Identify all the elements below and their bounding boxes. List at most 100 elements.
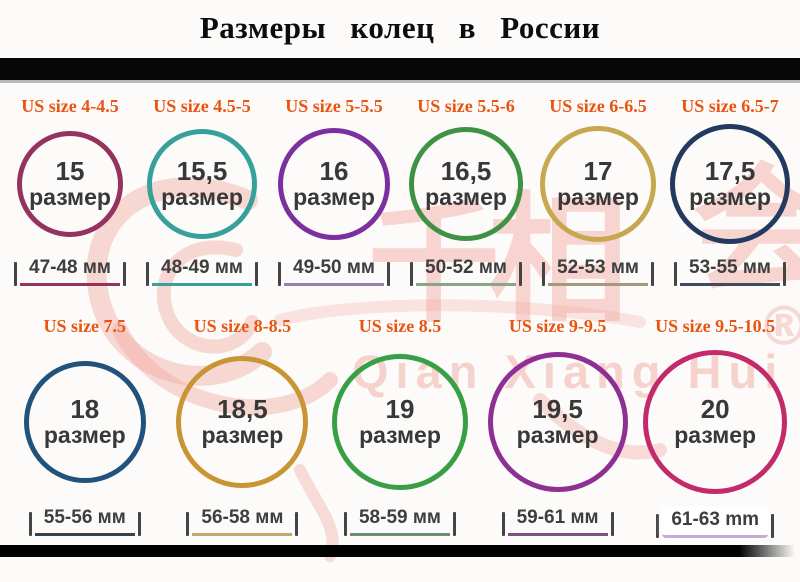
us-size-label: US size 9.5-10.5 [655,316,776,336]
mm-range: 55-56 мм [28,507,141,536]
tick-bar [656,514,660,538]
bottom-divider-bar [0,545,795,557]
size-column: US size 4-4.5 15 размер 47-48 мм [4,96,136,286]
ring-size-number: 16 [319,155,349,186]
tick-bar [542,262,545,286]
ring-size-word: размер [359,422,441,448]
us-size-label: US size 5-5.5 [285,96,383,116]
size-column: US size 6-6.5 17 размер 52-53 мм [532,96,664,286]
mm-range: 61-63 mm [656,507,774,538]
size-column: US size 7.5 18 размер 55-56 мм [6,316,164,536]
size-column: US size 5.5-6 16,5 размер 50-52 мм [400,96,532,286]
us-size-label: US size 7.5 [43,316,127,336]
mm-range-text: 58-59 мм [349,507,450,536]
size-row-1: US size 4-4.5 15 размер 47-48 мм US size… [4,96,796,286]
tick-bar [650,262,654,286]
us-size-label: US size 8-8.5 [193,316,292,336]
mm-range: 48-49 мм [146,257,258,286]
tick-bar [343,512,347,536]
tick-bar [28,512,32,536]
us-size-label: US size 4-4.5 [21,96,119,116]
mm-range-text: 48-49 мм [152,257,252,286]
mm-range: 59-61 мм [501,507,614,536]
ring-size-word: размер [516,422,599,448]
mm-range: 50-52 мм [410,257,522,286]
ring-size-word: размер [674,422,757,448]
mm-range-text: 50-52 мм [416,257,516,286]
mm-range: 49-50 мм [278,257,390,286]
mm-range-text: 55-56 мм [34,507,135,536]
tick-bar [771,514,774,538]
ring-circle: 17,5 размер [670,124,790,244]
tick-bar [452,512,456,536]
mm-range-text: 56-58 мм [192,507,293,536]
tick-bar [254,262,258,286]
tick-bar [674,262,677,286]
tick-bar [386,262,390,286]
size-column: US size 9-9.5 19,5 размер 59-61 мм [479,316,637,536]
tick-bar [295,512,299,536]
mm-range: 58-59 мм [343,507,456,536]
us-size-label: US size 9-9.5 [508,316,607,336]
mm-range: 47-48 мм [14,257,126,286]
ring-size-number: 19,5 [532,393,583,424]
us-size-label: US size 4.5-5 [153,96,251,116]
us-size-label: US size 6-6.5 [549,96,647,116]
size-column: US size 5-5.5 16 размер 49-50 мм [268,96,400,286]
ring-size-word: размер [689,184,771,210]
ring-circle: 15 размер [17,131,123,237]
tick-bar [137,512,141,536]
ring-circle: 17 размер [540,126,656,242]
mm-range: 52-53 мм [542,257,654,286]
size-row-2: US size 7.5 18 размер 55-56 мм US size 8… [6,316,794,538]
mm-range-text: 52-53 мм [548,257,648,286]
ring-circle: 16,5 размер [409,127,523,241]
ring-circle: 18,5 размер [176,356,309,488]
ring-size-word: размер [29,184,111,210]
mm-range-text: 61-63 mm [662,507,768,538]
ring-size-number: 20 [700,393,730,424]
tick-bar [518,262,522,286]
ring-size-number: 18 [70,393,100,424]
page-title: Размеры колец в России [199,10,601,45]
ring-size-word: размер [557,184,639,210]
tick-bar [14,262,17,286]
ring-size-number: 18,5 [217,393,268,424]
mm-range-text: 53-55 мм [680,257,780,286]
mm-range: 53-55 мм [674,257,786,286]
us-size-label: US size 8.5 [358,316,442,336]
size-column: US size 9.5-10.5 20 размер 61-63 mm [636,316,794,538]
tick-bar [146,262,149,286]
ring-circle: 16 размер [278,128,390,240]
ring-size-number: 15 [55,155,85,186]
size-column: US size 8.5 19 размер 58-59 мм [321,316,479,536]
size-column: US size 8-8.5 18,5 размер 56-58 мм [164,316,322,536]
us-size-label: US size 5.5-6 [417,96,515,116]
mm-range-text: 47-48 мм [20,257,120,286]
ring-size-word: размер [43,422,126,448]
ring-size-number: 16,5 [440,155,492,186]
mm-range: 56-58 мм [186,507,299,536]
mm-range-text: 59-61 мм [507,507,608,536]
ring-size-number: 17,5 [704,155,756,186]
ring-size-word: размер [161,184,243,210]
tick-bar [610,512,614,536]
ring-size-number: 17 [583,155,613,186]
us-size-label: US size 6.5-7 [681,96,779,116]
tick-bar [122,262,126,286]
ring-size-word: размер [201,422,284,448]
size-column: US size 4.5-5 15,5 размер 48-49 мм [136,96,268,286]
ring-circle: 15,5 размер [147,129,257,239]
ring-circle: 20 размер [643,350,788,494]
ring-size-word: размер [293,184,375,210]
top-divider-bar [0,58,800,83]
tick-bar [501,512,505,536]
ring-circle: 19 размер [331,354,468,490]
tick-bar [186,512,190,536]
ring-circle: 18 размер [23,361,146,483]
size-column: US size 6.5-7 17,5 размер 53-55 мм [664,96,796,286]
ring-size-number: 19 [385,393,415,424]
ring-size-number: 15,5 [176,155,228,186]
tick-bar [410,262,413,286]
